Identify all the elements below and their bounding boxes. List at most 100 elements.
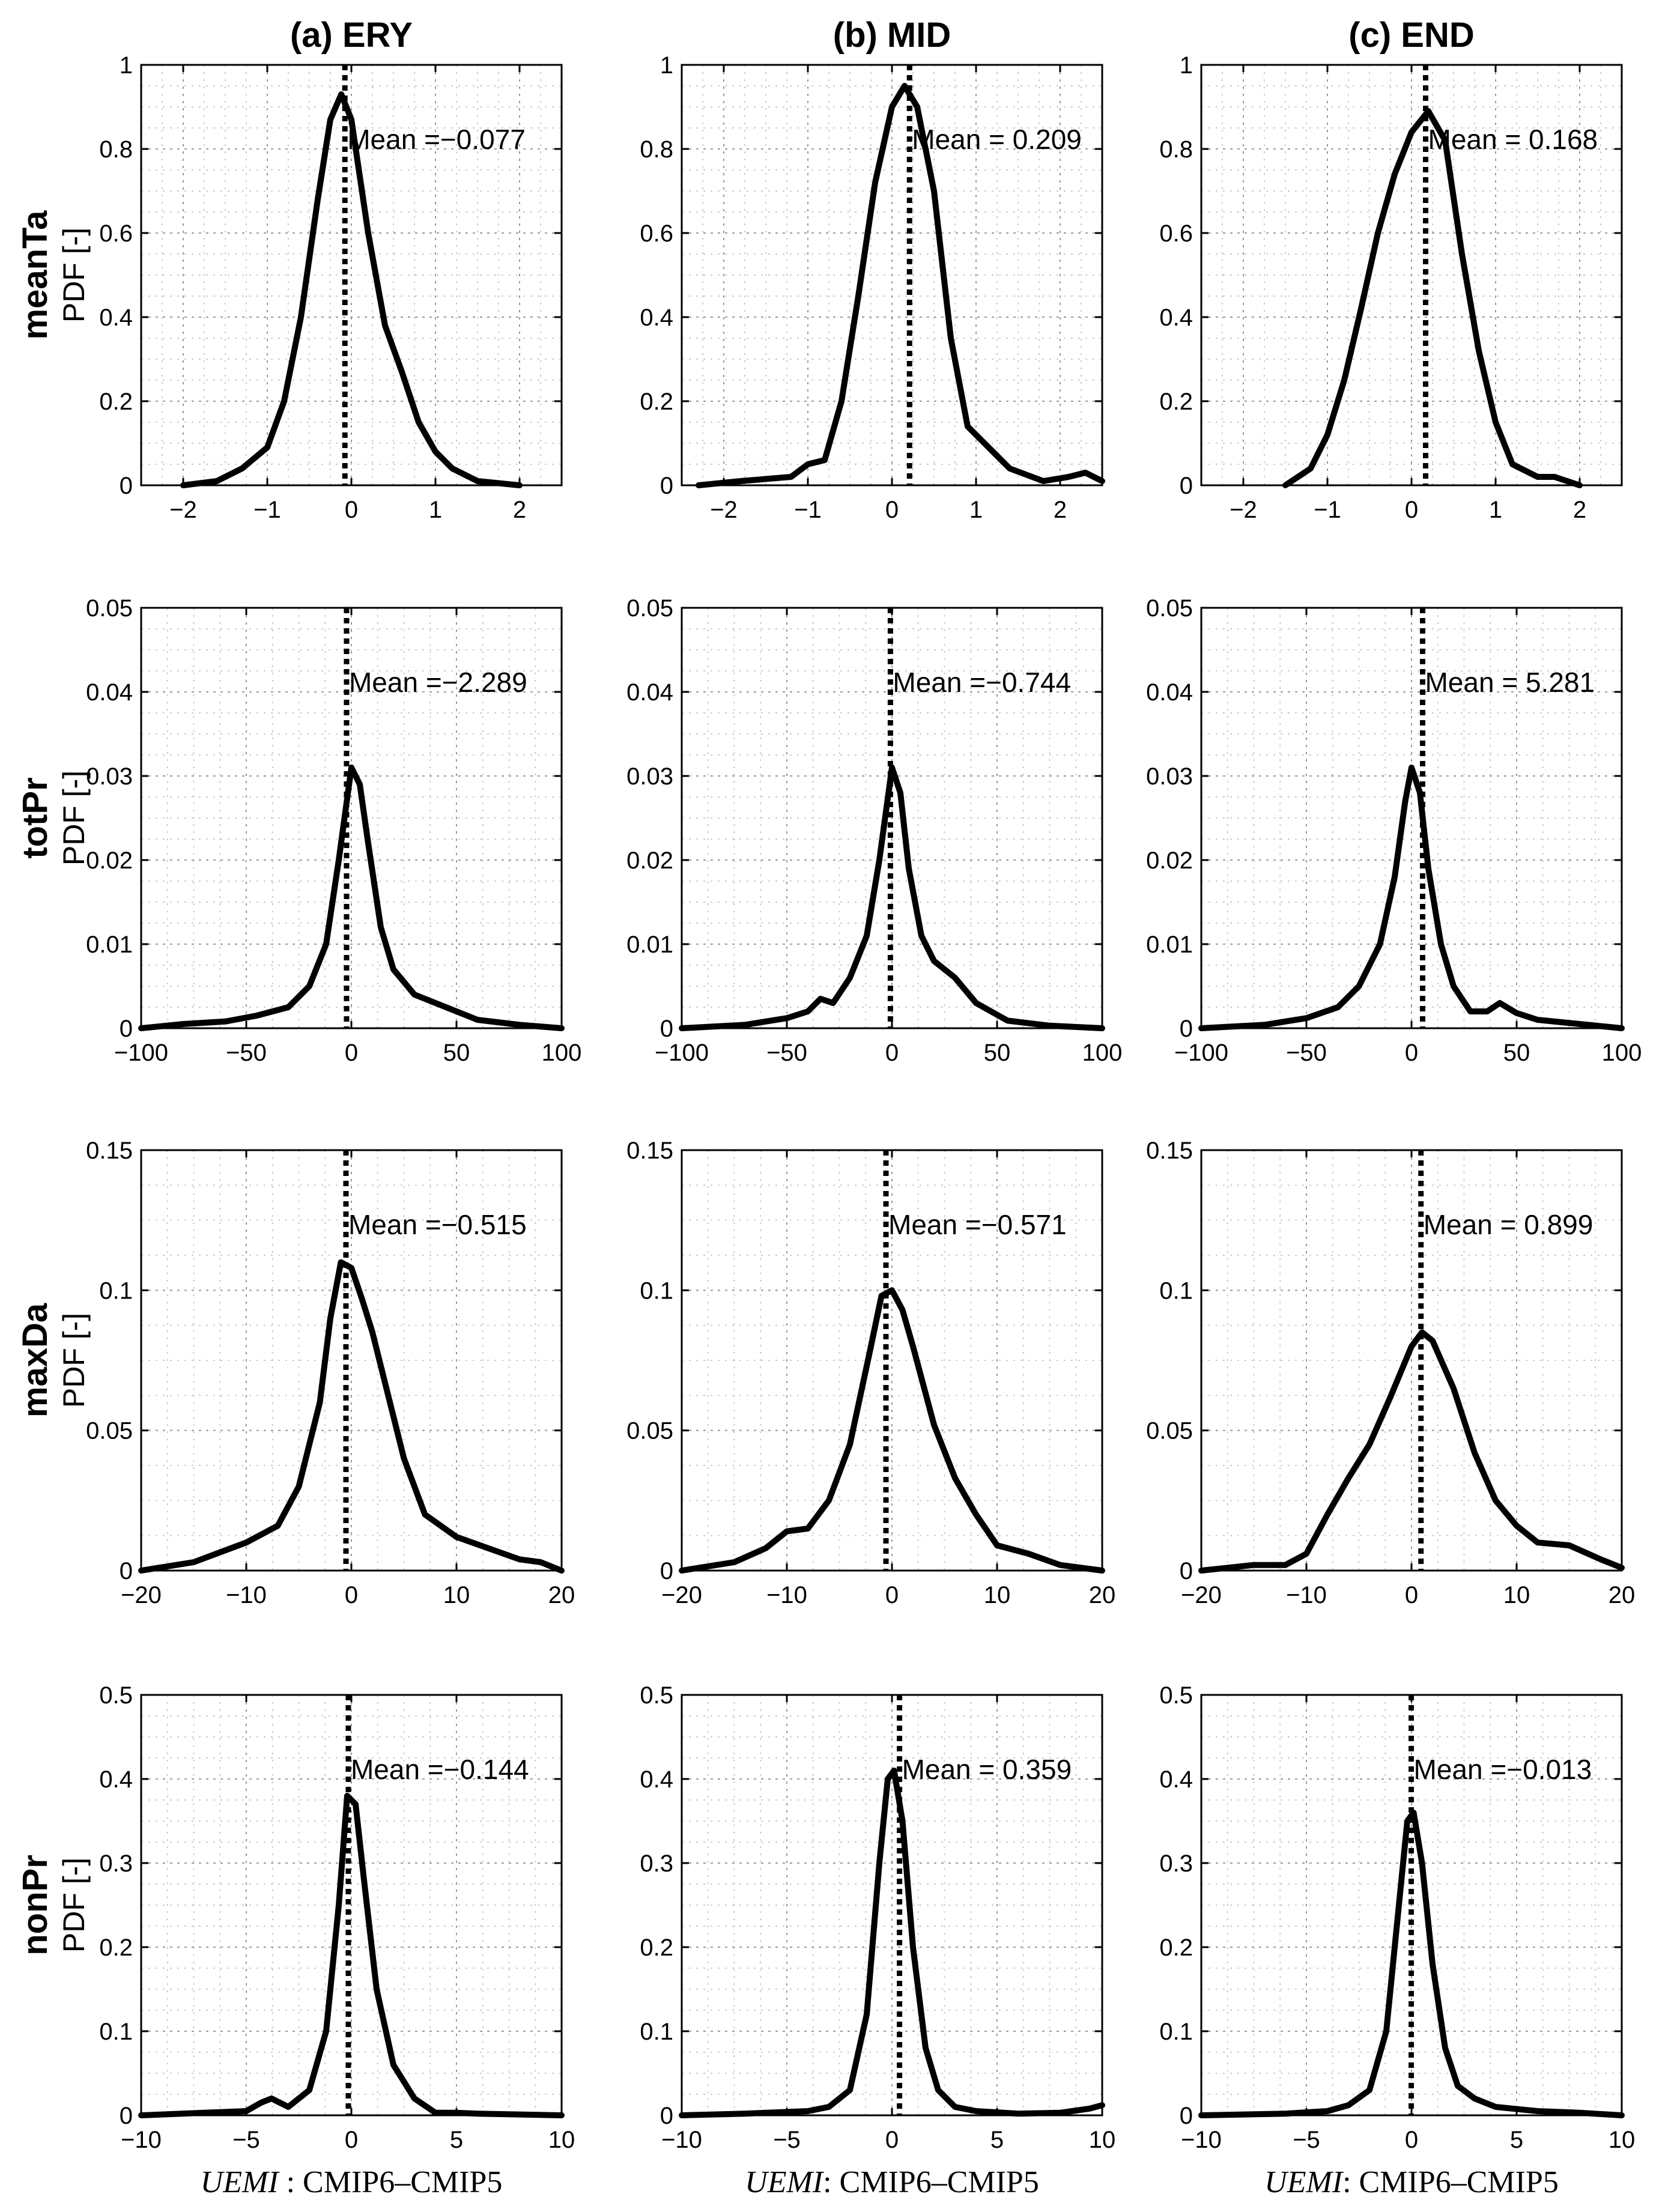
x-tick-label: −2 <box>1230 497 1257 523</box>
x-tick-label: −1 <box>1314 497 1341 523</box>
y-tick-label: 0.6 <box>1159 220 1193 247</box>
column-title: (b) MID <box>833 16 951 55</box>
column-title: (c) END <box>1348 16 1474 55</box>
y-tick-label: 0.05 <box>86 1418 133 1444</box>
panel-maxDa-1: −20 −10 0 10 20 0 0.05 0.1 0.15 Mean =−0.571 <box>626 1138 1115 1608</box>
y-tick-label: 0.05 <box>626 595 673 622</box>
y-tick-label: 0 <box>120 2103 133 2129</box>
panel-meanTa-0: −2 −1 0 1 2 0 0.2 0.4 0.6 0.8 1 Mean =−0.077 <box>99 52 563 523</box>
y-tick-label: 0.4 <box>99 1766 133 1793</box>
y-tick-label: 0.1 <box>1159 1277 1193 1304</box>
panel-maxDa-2: −20 −10 0 10 20 0 0.05 0.1 0.15 Mean = 0.899 <box>1146 1138 1635 1608</box>
x-tick-label: −50 <box>1286 1040 1327 1066</box>
y-tick-label: 0.6 <box>640 220 673 247</box>
row-variable-label: maxDa <box>16 1303 55 1417</box>
column-title: (a) ERY <box>290 16 413 55</box>
y-tick-label: 0 <box>1180 2103 1193 2129</box>
x-axis-label-rest: : CMIP6–CMIP5 <box>1342 2165 1559 2199</box>
pdf-curve <box>1198 1810 1625 2118</box>
pdf-curve <box>138 1793 565 2118</box>
y-tick-label: 0.5 <box>1159 1682 1193 1709</box>
x-tick-label: 0 <box>1405 497 1418 523</box>
y-tick-label: 0.05 <box>86 595 133 622</box>
x-axis-label: UEMI: CMIP6–CMIP5 <box>745 2165 1039 2199</box>
y-tick-label: 0.1 <box>640 1277 673 1304</box>
x-tick-label: −100 <box>114 1040 168 1066</box>
mean-annotation: Mean = 0.359 <box>902 1754 1072 1785</box>
y-tick-label: 0 <box>1180 473 1193 499</box>
x-tick-label: 5 <box>990 2127 1004 2153</box>
x-tick-label: 1 <box>429 497 442 523</box>
y-tick-label: 0.8 <box>640 136 673 163</box>
pdf-curve <box>138 765 565 1031</box>
pdf-curve <box>138 1259 565 1574</box>
panel-totPr-1: −100 −50 0 50 100 0 0.01 0.02 0.03 0.04 0.05 Mean =… <box>626 595 1122 1066</box>
y-tick-label: 0.01 <box>626 932 673 958</box>
x-tick-label: −2 <box>169 497 197 523</box>
panel-nonPr-1: −10 −5 0 5 10 0 0.1 0.2 0.3 0.4 0.5 Mean = 0.359 <box>640 1682 1115 2153</box>
panel-meanTa-1: −2 −1 0 1 2 0 0.2 0.4 0.6 0.8 1 Mean = 0.209 <box>640 52 1105 523</box>
y-tick-label: 0.01 <box>1146 932 1193 958</box>
x-axis-label: UEMI : CMIP6–CMIP5 <box>201 2165 503 2199</box>
y-tick-label: 0.05 <box>1146 595 1193 622</box>
y-tick-label: 0.05 <box>626 1418 673 1444</box>
row-variable-label: nonPr <box>16 1855 55 1956</box>
x-tick-label: 10 <box>1503 1582 1530 1608</box>
mean-annotation: Mean =−0.744 <box>893 667 1071 698</box>
y-tick-label: 0.04 <box>86 679 133 706</box>
x-tick-label: −10 <box>1181 2127 1222 2153</box>
y-tick-label: 0.03 <box>86 763 133 790</box>
x-tick-label: −20 <box>661 1582 702 1608</box>
x-axis-label-italic: UEMI <box>201 2165 281 2199</box>
x-tick-label: 10 <box>1089 2127 1116 2153</box>
panel-nonPr-2: −10 −5 0 5 10 0 0.1 0.2 0.3 0.4 0.5 Mean =−0.013 <box>1159 1682 1635 2153</box>
y-tick-label: 0.1 <box>99 1277 133 1304</box>
y-tick-label: 0.5 <box>99 1682 133 1709</box>
y-tick-label: 0.3 <box>99 1850 133 1877</box>
x-tick-label: −10 <box>226 1582 267 1608</box>
y-axis-label: PDF [-] <box>57 228 91 323</box>
y-tick-label: 0.04 <box>626 679 673 706</box>
y-tick-label: 0 <box>660 1558 673 1584</box>
x-axis-label-italic: UEMI <box>745 2165 825 2199</box>
y-tick-label: 0.2 <box>99 389 133 415</box>
mean-annotation: Mean =−0.571 <box>888 1209 1067 1240</box>
y-tick-label: 0.01 <box>86 932 133 958</box>
mean-annotation: Mean = 0.209 <box>912 124 1082 155</box>
x-tick-label: 100 <box>1602 1040 1642 1066</box>
x-tick-label: 5 <box>1510 2127 1523 2153</box>
y-axis-label: PDF [-] <box>57 1858 91 1953</box>
x-tick-label: 2 <box>513 497 526 523</box>
y-tick-label: 0.05 <box>1146 1418 1193 1444</box>
y-tick-label: 0.1 <box>99 2019 133 2045</box>
pdf-curve <box>679 765 1105 1031</box>
y-tick-label: 0.6 <box>99 220 133 247</box>
pdf-curve <box>679 1287 1105 1574</box>
y-axis-label: PDF [-] <box>57 1313 91 1408</box>
y-tick-label: 0.2 <box>1159 1935 1193 1961</box>
x-axis-label-italic: UEMI <box>1264 2165 1344 2199</box>
y-tick-label: 0 <box>1180 1558 1193 1584</box>
mean-annotation: Mean =−0.515 <box>348 1209 527 1240</box>
x-tick-label: −10 <box>766 1582 807 1608</box>
pdf-curve <box>1282 108 1583 488</box>
mean-annotation: Mean =−0.013 <box>1414 1754 1592 1785</box>
x-tick-label: 0 <box>885 497 899 523</box>
x-tick-label: −5 <box>1293 2127 1320 2153</box>
x-tick-label: 0 <box>345 1582 358 1608</box>
mean-annotation: Mean =−0.077 <box>347 124 526 155</box>
x-tick-label: −100 <box>655 1040 709 1066</box>
y-tick-label: 0.1 <box>640 2019 673 2045</box>
x-tick-label: 0 <box>345 497 358 523</box>
x-tick-label: −10 <box>1286 1582 1327 1608</box>
panel-totPr-0: −100 −50 0 50 100 0 0.01 0.02 0.03 0.04 0.05 Mean =… <box>86 595 581 1066</box>
y-tick-label: 0.4 <box>1159 1766 1193 1793</box>
x-tick-label: −20 <box>1181 1582 1222 1608</box>
y-tick-label: 0.15 <box>1146 1138 1193 1164</box>
x-tick-label: 50 <box>443 1040 470 1066</box>
x-tick-label: 50 <box>1503 1040 1530 1066</box>
y-tick-label: 0 <box>120 1558 133 1584</box>
mean-annotation: Mean =−2.289 <box>349 667 527 698</box>
y-tick-label: 0.15 <box>86 1138 133 1164</box>
